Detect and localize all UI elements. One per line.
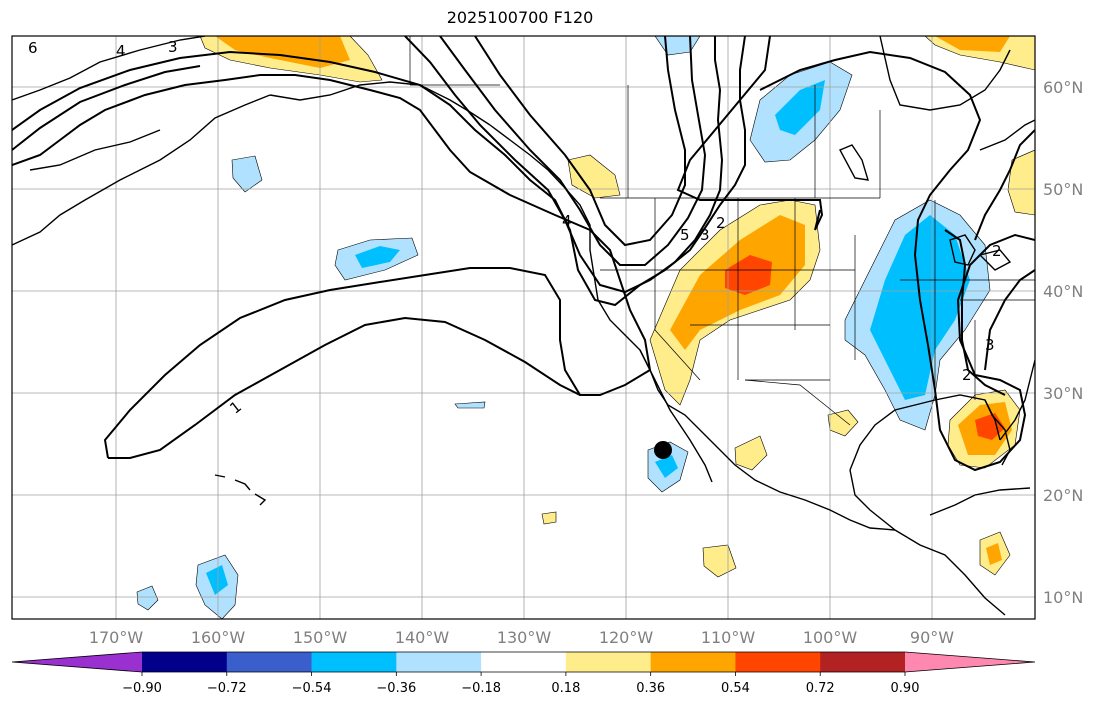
longitude-labels: 170°W 160°W 150°W 140°W 130°W 120°W 110°… bbox=[89, 628, 954, 647]
lat-tick-label: 50°N bbox=[1043, 180, 1083, 199]
contour-label: 6 bbox=[28, 39, 38, 57]
positive-region-bc bbox=[567, 154, 621, 199]
positive-core-west-us bbox=[725, 255, 772, 295]
colorbar-swatch bbox=[565, 652, 652, 672]
map-frame bbox=[11, 35, 1036, 620]
lon-tick-label: 170°W bbox=[89, 628, 144, 647]
contour-label: 5 bbox=[680, 226, 690, 244]
lat-tick-label: 30°N bbox=[1043, 384, 1083, 403]
colorbar-tick-label: −0.72 bbox=[207, 681, 247, 696]
borders bbox=[409, 36, 1035, 426]
lon-tick-label: 130°W bbox=[497, 628, 552, 647]
map-title: 2025100700 F120 bbox=[446, 8, 594, 27]
colorbar-tick-label: 0.90 bbox=[891, 681, 920, 696]
colorbar-tick-label: 0.54 bbox=[721, 681, 750, 696]
negative-core-hawaii-south bbox=[206, 565, 228, 595]
contour-east-inner bbox=[944, 229, 1006, 396]
anomaly-fills bbox=[136, 36, 1035, 619]
contour-3 bbox=[12, 65, 201, 151]
lon-tick-label: 160°W bbox=[191, 628, 246, 647]
lat-tick-label: 10°N bbox=[1043, 588, 1083, 607]
negative-region-small-sw bbox=[136, 585, 159, 611]
negative-core-canada bbox=[775, 80, 825, 135]
colorbar: −0.90 −0.72 −0.54 −0.36 −0.18 0.18 0.36 0.54 0.7… bbox=[11, 651, 1036, 696]
colorbar-tick-label: 0.18 bbox=[551, 681, 580, 696]
colorbar-tick-label: 0.36 bbox=[636, 681, 665, 696]
lat-tick-label: 40°N bbox=[1043, 282, 1083, 301]
positive-region-tiny-a bbox=[541, 511, 557, 525]
colorbar-swatch bbox=[735, 652, 821, 672]
contour-label: 3 bbox=[985, 336, 995, 354]
contour-label: 2 bbox=[992, 242, 1002, 260]
contour-label: 4 bbox=[562, 212, 572, 230]
contour-label: 2 bbox=[962, 366, 972, 384]
positive-region-mexico bbox=[734, 435, 768, 471]
lon-tick-label: 100°W bbox=[803, 628, 858, 647]
negative-core-baja bbox=[655, 455, 678, 478]
lon-tick-label: 140°W bbox=[395, 628, 450, 647]
gridlines bbox=[12, 36, 1035, 619]
colorbar-swatch bbox=[311, 652, 397, 672]
contour-label: 2 bbox=[716, 214, 726, 232]
contour-1-inner bbox=[108, 316, 581, 459]
colorbar-tick-label: −0.54 bbox=[292, 681, 332, 696]
positive-core-southeast bbox=[975, 413, 1005, 440]
contour-ne2 bbox=[984, 269, 1035, 371]
negative-region-sliver bbox=[454, 401, 486, 409]
lon-tick-label: 90°W bbox=[910, 628, 954, 647]
contour-ne bbox=[974, 129, 1035, 241]
colorbar-swatch bbox=[396, 652, 482, 672]
colorbar-extend-high bbox=[905, 652, 1035, 672]
colorbar-tick-label: −0.36 bbox=[376, 681, 416, 696]
negative-core-pacific-b bbox=[355, 246, 400, 268]
lat-tick-label: 20°N bbox=[1043, 486, 1083, 505]
lon-tick-label: 150°W bbox=[293, 628, 348, 647]
colorbar-tick-label: −0.90 bbox=[122, 681, 162, 696]
black-dot bbox=[654, 441, 672, 459]
contour-east bbox=[676, 36, 824, 231]
contour-label: 3 bbox=[168, 38, 178, 56]
negative-region-pacific-a bbox=[231, 155, 263, 193]
contour-label-group: 6 4 3 1 4 5 3 2 2 3 2 bbox=[28, 38, 1002, 418]
contour-lines bbox=[12, 36, 1035, 472]
positive-core-hudson bbox=[935, 36, 1010, 52]
positive-region-labrador bbox=[1007, 149, 1035, 216]
contour-5 bbox=[439, 36, 707, 266]
colorbar-tick-label: −0.18 bbox=[461, 681, 501, 696]
negative-core-central-us bbox=[870, 215, 970, 400]
colorbar-extend-low bbox=[12, 652, 142, 672]
colorbar-swatch bbox=[142, 652, 228, 672]
contour-6 bbox=[474, 36, 686, 247]
contour-label: 4 bbox=[116, 42, 126, 60]
colorbar-swatch bbox=[481, 652, 567, 672]
contour-label: 3 bbox=[700, 226, 710, 244]
lon-tick-label: 110°W bbox=[701, 628, 756, 647]
colorbar-tick-label: 0.72 bbox=[806, 681, 835, 696]
colorbar-swatch bbox=[820, 652, 906, 672]
latitude-labels: 60°N 50°N 40°N 30°N 20°N 10°N bbox=[1043, 78, 1083, 607]
contour-east-outer bbox=[759, 50, 1035, 472]
colorbar-swatch bbox=[226, 652, 313, 672]
colorbar-swatch bbox=[650, 652, 736, 672]
contour-1 bbox=[12, 74, 652, 459]
positive-core-central-am bbox=[986, 543, 1002, 565]
lon-tick-label: 120°W bbox=[599, 628, 654, 647]
lat-tick-label: 60°N bbox=[1043, 78, 1083, 97]
